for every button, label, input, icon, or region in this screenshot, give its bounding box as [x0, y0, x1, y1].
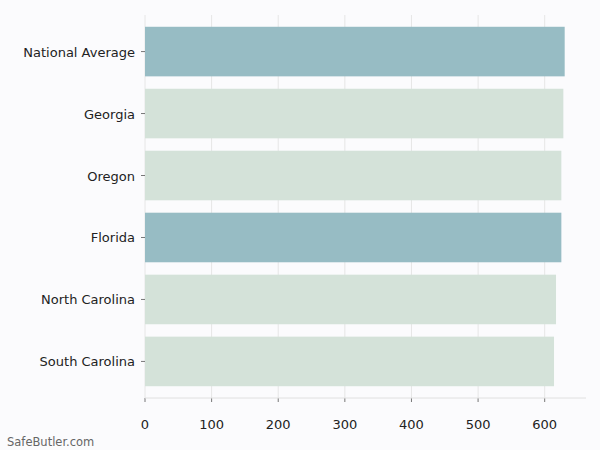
- bar: [145, 213, 561, 263]
- tick-label: 0: [141, 417, 149, 432]
- tick-label: 200: [266, 417, 291, 432]
- tick-label: 400: [399, 417, 424, 432]
- tick-mark: [411, 398, 412, 402]
- tick-mark: [211, 398, 212, 402]
- category-label: Georgia: [84, 107, 135, 122]
- tick-mark: [141, 237, 145, 238]
- tick-mark: [544, 398, 545, 402]
- tick-mark: [145, 398, 146, 402]
- tick-mark: [278, 398, 279, 402]
- bars: [145, 27, 565, 386]
- bar: [145, 275, 556, 325]
- tick-mark: [478, 398, 479, 402]
- chart-root: 0 100 200 300 400 500 600 National Average Georg…: [0, 0, 600, 450]
- tick-mark: [141, 175, 145, 176]
- category-label: National Average: [23, 45, 135, 60]
- x-axis-line: [145, 398, 586, 399]
- tick-mark: [141, 113, 145, 114]
- tick-mark: [141, 299, 145, 300]
- bar: [145, 89, 563, 139]
- tick-label: 100: [199, 417, 224, 432]
- bar: [145, 337, 554, 387]
- category-label: North Carolina: [41, 292, 135, 307]
- bar: [145, 151, 561, 201]
- category-label: Florida: [91, 230, 135, 245]
- tick-mark: [141, 51, 145, 52]
- category-label: South Carolina: [40, 354, 135, 369]
- tick-label: 300: [332, 417, 357, 432]
- tick-mark: [141, 361, 145, 362]
- category-label: Oregon: [87, 169, 135, 184]
- bar: [145, 27, 565, 77]
- tick-label: 500: [466, 417, 491, 432]
- source-label: SafeButler.com: [7, 435, 94, 449]
- chart-svg: 0 100 200 300 400 500 600 National Average Georg…: [0, 0, 600, 450]
- tick-mark: [344, 398, 345, 402]
- tick-label: 600: [532, 417, 557, 432]
